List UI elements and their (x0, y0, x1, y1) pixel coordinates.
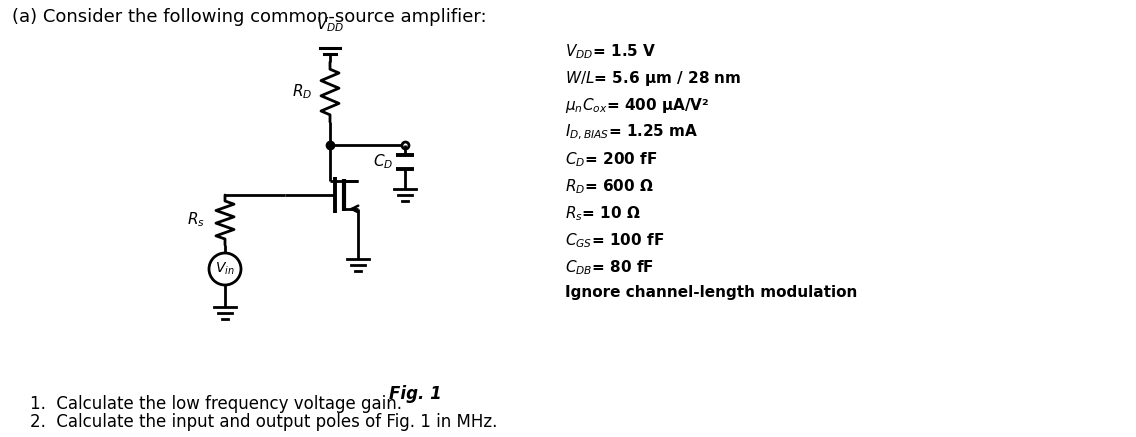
Text: $C_{GS}$= 100 fF: $C_{GS}$= 100 fF (565, 231, 665, 250)
Text: $C_D$= 200 fF: $C_D$= 200 fF (565, 150, 658, 169)
Text: Fig. 1: Fig. 1 (389, 385, 442, 403)
Text: Ignore channel-length modulation: Ignore channel-length modulation (565, 285, 858, 300)
Text: 1.  Calculate the low frequency voltage gain.: 1. Calculate the low frequency voltage g… (30, 395, 402, 413)
Text: $R_s$: $R_s$ (187, 211, 204, 229)
Text: $V_{in}$: $V_{in}$ (215, 261, 235, 277)
Text: $C_{DB}$= 80 fF: $C_{DB}$= 80 fF (565, 258, 654, 277)
Text: $C_D$: $C_D$ (373, 153, 393, 171)
Text: $R_s$= 10 Ω: $R_s$= 10 Ω (565, 204, 641, 223)
Text: $W/L$= 5.6 μm / 28 nm: $W/L$= 5.6 μm / 28 nm (565, 69, 742, 88)
Text: $V_{DD}$: $V_{DD}$ (316, 15, 344, 34)
Text: $V_{DD}$= 1.5 V: $V_{DD}$= 1.5 V (565, 42, 657, 61)
Text: 2.  Calculate the input and output poles of Fig. 1 in MHz.: 2. Calculate the input and output poles … (30, 413, 498, 431)
Text: $\mu_n C_{ox}$= 400 μA/V²: $\mu_n C_{ox}$= 400 μA/V² (565, 96, 710, 115)
Text: $R_D$= 600 Ω: $R_D$= 600 Ω (565, 177, 654, 196)
Text: $R_D$: $R_D$ (292, 83, 312, 101)
Text: $I_{D,BIAS}$= 1.25 mA: $I_{D,BIAS}$= 1.25 mA (565, 123, 699, 142)
Text: (a) Consider the following common-source amplifier:: (a) Consider the following common-source… (12, 8, 486, 26)
